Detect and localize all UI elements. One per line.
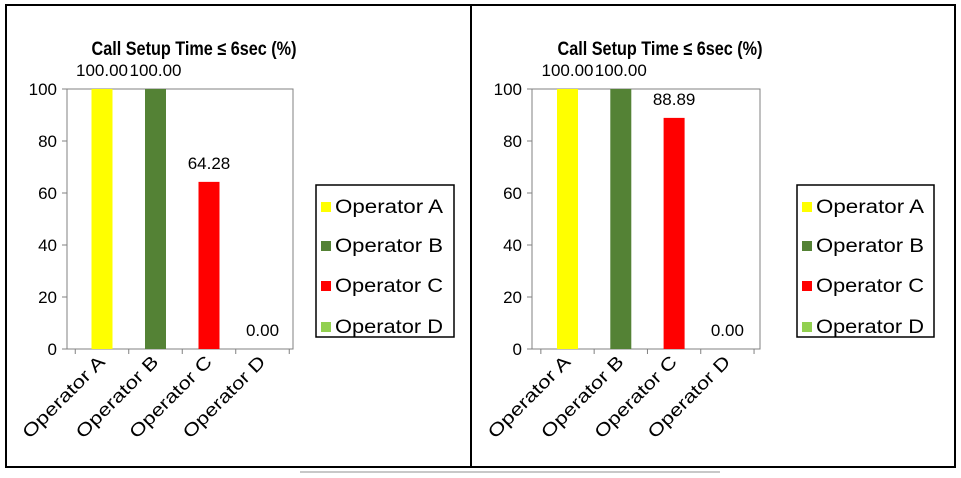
- data-label-operator-a: 100.00: [542, 61, 594, 80]
- data-label-operator-d: 0.00: [711, 321, 744, 340]
- legend-marker-operator-c: [321, 281, 331, 291]
- y-tick-label: 40: [38, 236, 57, 255]
- legend-label-operator-a: Operator A: [816, 197, 924, 218]
- bar-operator-a: [91, 89, 113, 349]
- data-label-operator-a: 100.00: [76, 61, 128, 80]
- bar-operator-a: [557, 89, 578, 349]
- data-label-operator-b: 100.00: [595, 61, 647, 80]
- y-tick-label: 0: [513, 340, 522, 359]
- legend-marker-operator-a: [321, 202, 331, 212]
- caption-clipped: [300, 470, 720, 473]
- legend-marker-operator-a: [802, 202, 812, 212]
- y-tick-label: 0: [48, 340, 57, 359]
- chart-panel-right: Call Setup Time ≤ 6sec (%) 0 20 40 60 80 100 10…: [470, 4, 956, 468]
- data-label-operator-c: 88.89: [653, 90, 696, 109]
- chart-title: Call Setup Time ≤ 6sec (%): [92, 39, 297, 60]
- y-tick-label: 80: [38, 132, 57, 151]
- y-tick-label: 80: [503, 132, 522, 151]
- legend-label-operator-d: Operator D: [816, 317, 924, 338]
- y-tick-label: 40: [503, 236, 522, 255]
- y-tick-label: 20: [503, 288, 522, 307]
- y-tick-label: 20: [38, 288, 57, 307]
- y-tick-label: 60: [503, 184, 522, 203]
- legend-marker-operator-c: [802, 281, 812, 291]
- legend-label-operator-b: Operator B: [816, 236, 924, 257]
- bar-operator-c: [663, 117, 685, 349]
- bar-operator-c: [198, 181, 220, 349]
- y-tick-label: 100: [29, 80, 57, 99]
- bar-operator-b: [145, 89, 166, 349]
- chart-svg-left: Call Setup Time ≤ 6sec (%) 0 20 40 60 80 100 10…: [18, 39, 455, 442]
- legend-label-operator-d: Operator D: [335, 317, 443, 338]
- legend-marker-operator-b: [802, 241, 812, 251]
- y-tick-label: 100: [494, 80, 522, 99]
- chart-title: Call Setup Time ≤ 6sec (%): [558, 39, 763, 60]
- legend-marker-operator-d: [802, 322, 812, 332]
- legend-box: [315, 184, 455, 338]
- data-label-operator-d: 0.00: [246, 321, 279, 340]
- legend-label-operator-b: Operator B: [335, 236, 443, 257]
- legend-label-operator-a: Operator A: [335, 197, 443, 218]
- legend-marker-operator-d: [321, 322, 331, 332]
- bar-operator-b: [610, 89, 632, 349]
- chart-panel-left: Call Setup Time ≤ 6sec (%) 0 20 40 60 80 100 10…: [5, 4, 472, 468]
- data-label-operator-c: 64.28: [188, 154, 231, 173]
- legend-box: [796, 184, 935, 338]
- y-tick-label: 60: [38, 184, 57, 203]
- data-label-operator-b: 100.00: [130, 61, 182, 80]
- legend-marker-operator-b: [321, 241, 331, 251]
- legend-label-operator-c: Operator C: [816, 276, 924, 297]
- legend-label-operator-c: Operator C: [335, 276, 443, 297]
- chart-svg-right: Call Setup Time ≤ 6sec (%) 0 20 40 60 80 100 10…: [484, 39, 935, 442]
